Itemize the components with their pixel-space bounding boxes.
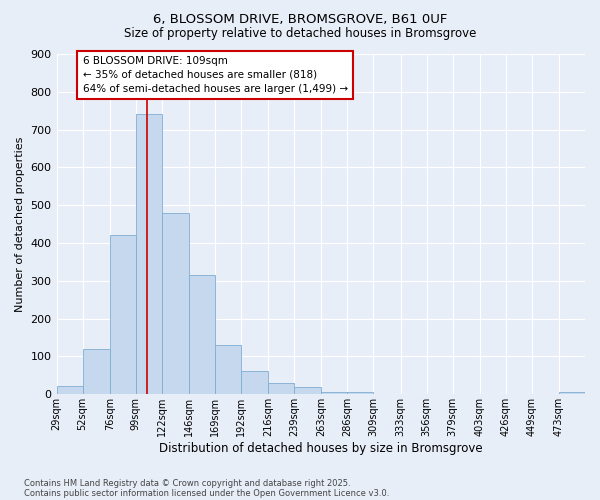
Bar: [56, 386, 83, 394]
Bar: [215, 345, 241, 395]
Text: Contains HM Land Registry data © Crown copyright and database right 2025.: Contains HM Land Registry data © Crown c…: [24, 478, 350, 488]
Bar: [241, 371, 268, 394]
Text: Size of property relative to detached houses in Bromsgrove: Size of property relative to detached ho…: [124, 28, 476, 40]
Bar: [189, 275, 215, 394]
Bar: [136, 114, 162, 394]
Bar: [559, 392, 585, 394]
Y-axis label: Number of detached properties: Number of detached properties: [15, 136, 25, 312]
Bar: [347, 392, 373, 394]
Bar: [162, 213, 189, 394]
Text: 6 BLOSSOM DRIVE: 109sqm
← 35% of detached houses are smaller (818)
64% of semi-d: 6 BLOSSOM DRIVE: 109sqm ← 35% of detache…: [83, 56, 347, 94]
Bar: [322, 392, 347, 394]
Bar: [294, 386, 322, 394]
Bar: [110, 236, 136, 394]
Bar: [83, 349, 110, 395]
Bar: [268, 383, 294, 394]
X-axis label: Distribution of detached houses by size in Bromsgrove: Distribution of detached houses by size …: [159, 442, 482, 455]
Text: Contains public sector information licensed under the Open Government Licence v3: Contains public sector information licen…: [24, 488, 389, 498]
Text: 6, BLOSSOM DRIVE, BROMSGROVE, B61 0UF: 6, BLOSSOM DRIVE, BROMSGROVE, B61 0UF: [153, 12, 447, 26]
